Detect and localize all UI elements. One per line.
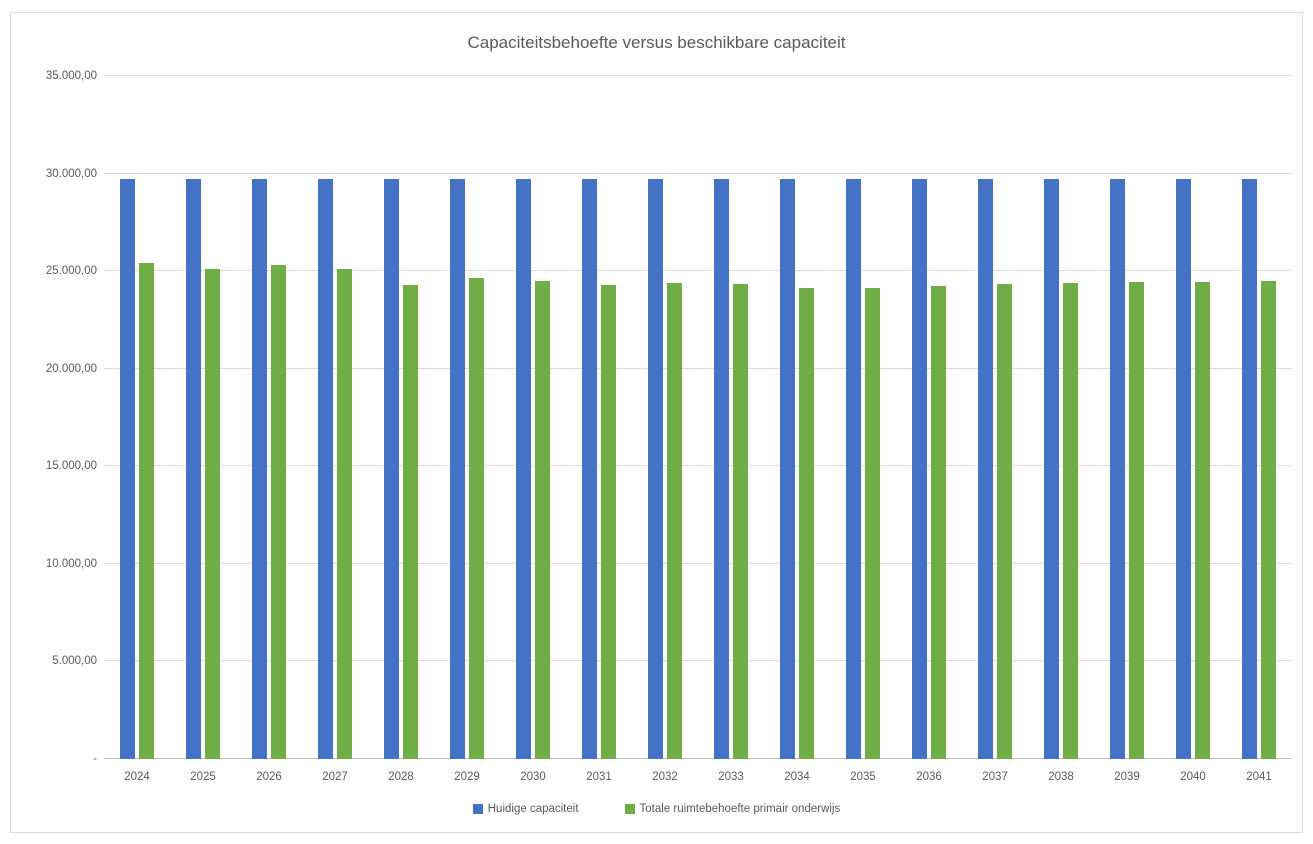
- x-axis-label: 2024: [124, 771, 150, 783]
- bar-ruimtebehoefte-2028: [403, 284, 418, 759]
- y-axis: - 5.000,00 10.000,00 15.000,00 20.000,00 25.0…: [11, 70, 97, 765]
- bar-ruimtebehoefte-2025: [205, 269, 220, 759]
- x-axis-label: 2032: [652, 771, 678, 783]
- gridline: [104, 465, 1292, 467]
- x-axis-label: 2026: [256, 771, 282, 783]
- bar-ruimtebehoefte-2024: [139, 263, 154, 759]
- bar-huidige-capaciteit-2041: [1242, 179, 1257, 759]
- legend: Huidige capaciteit Totale ruimtebehoefte…: [11, 803, 1302, 815]
- y-axis-label: 10.000,00: [45, 557, 97, 570]
- x-axis-label: 2035: [850, 771, 876, 783]
- legend-swatch-blue-icon: [472, 804, 483, 814]
- y-axis-label: 30.000,00: [45, 167, 97, 180]
- legend-label-totale-ruimtebehoefte: Totale ruimtebehoefte primair onderwijs: [639, 803, 841, 815]
- bar-huidige-capaciteit-2024: [120, 179, 135, 759]
- bar-ruimtebehoefte-2034: [799, 287, 814, 759]
- bar-huidige-capaciteit-2038: [1044, 179, 1059, 759]
- bar-ruimtebehoefte-2039: [1129, 281, 1144, 759]
- legend-item-huidige-capaciteit: Huidige capaciteit: [472, 803, 579, 815]
- bar-huidige-capaciteit-2036: [912, 179, 927, 759]
- chart-title: Capaciteitsbehoefte versus beschikbare c…: [467, 33, 846, 52]
- x-axis-label: 2025: [190, 771, 216, 783]
- bar-ruimtebehoefte-2027: [337, 269, 352, 759]
- y-axis-label: 25.000,00: [45, 265, 97, 278]
- gridline: [104, 172, 1292, 174]
- legend-label-huidige-capaciteit: Huidige capaciteit: [487, 803, 579, 815]
- bar-huidige-capaciteit-2028: [384, 179, 399, 759]
- x-axis-label: 2038: [1048, 771, 1074, 783]
- gridline: [104, 270, 1292, 272]
- bar-huidige-capaciteit-2031: [582, 179, 597, 759]
- x-axis: 2024 2025 2026 2027 2028 2029 2030 2031 2032 2033…: [104, 765, 1292, 783]
- bar-ruimtebehoefte-2040: [1195, 281, 1210, 759]
- x-axis-label: 2027: [322, 771, 348, 783]
- gridline: [104, 660, 1292, 662]
- bar-huidige-capaciteit-2039: [1110, 179, 1125, 759]
- x-axis-label: 2031: [586, 771, 612, 783]
- x-axis-label: 2036: [916, 771, 942, 783]
- bar-ruimtebehoefte-2031: [601, 284, 616, 759]
- bar-ruimtebehoefte-2033: [733, 283, 748, 759]
- gridline: [104, 367, 1292, 369]
- y-axis-label: 35.000,00: [45, 70, 97, 82]
- legend-item-totale-ruimtebehoefte: Totale ruimtebehoefte primair onderwijs: [624, 803, 841, 815]
- bar-ruimtebehoefte-2032: [667, 282, 682, 759]
- bar-ruimtebehoefte-2030: [535, 280, 550, 759]
- bar-ruimtebehoefte-2037: [997, 283, 1012, 759]
- bar-huidige-capaciteit-2027: [318, 179, 333, 759]
- x-axis-label: 2037: [982, 771, 1008, 783]
- gridline: [104, 75, 1292, 76]
- bar-huidige-capaciteit-2025: [186, 179, 201, 759]
- x-axis-label: 2033: [718, 771, 744, 783]
- legend-swatch-green-icon: [624, 804, 635, 814]
- x-axis-label: 2029: [454, 771, 480, 783]
- bar-huidige-capaciteit-2033: [714, 179, 729, 759]
- x-axis-label: 2034: [784, 771, 810, 783]
- gridline: [104, 562, 1292, 564]
- x-axis-label: 2041: [1246, 771, 1272, 783]
- x-axis-label: 2028: [388, 771, 414, 783]
- x-axis-line: [104, 758, 1292, 759]
- x-axis-label: 2040: [1180, 771, 1206, 783]
- bar-ruimtebehoefte-2041: [1261, 280, 1276, 759]
- bar-huidige-capaciteit-2037: [978, 179, 993, 759]
- bar-ruimtebehoefte-2029: [469, 277, 484, 759]
- x-axis-label: 2030: [520, 771, 546, 783]
- plot-area: [104, 75, 1292, 759]
- bar-huidige-capaciteit-2030: [516, 179, 531, 759]
- bar-huidige-capaciteit-2034: [780, 179, 795, 759]
- chart-frame: Capaciteitsbehoefte versus beschikbare c…: [10, 12, 1303, 833]
- bar-ruimtebehoefte-2036: [931, 285, 946, 759]
- x-axis-label: 2039: [1114, 771, 1140, 783]
- y-axis-label: 20.000,00: [45, 362, 97, 375]
- y-axis-label: -: [93, 753, 97, 765]
- bar-huidige-capaciteit-2040: [1176, 179, 1191, 759]
- y-axis-label: 15.000,00: [45, 460, 97, 473]
- bar-ruimtebehoefte-2035: [865, 287, 880, 759]
- bar-ruimtebehoefte-2038: [1063, 282, 1078, 759]
- bar-huidige-capaciteit-2026: [252, 179, 267, 759]
- y-axis-label: 5.000,00: [52, 655, 97, 668]
- bar-huidige-capaciteit-2032: [648, 179, 663, 759]
- bar-huidige-capaciteit-2029: [450, 179, 465, 759]
- bar-huidige-capaciteit-2035: [846, 179, 861, 759]
- bar-ruimtebehoefte-2026: [271, 265, 286, 759]
